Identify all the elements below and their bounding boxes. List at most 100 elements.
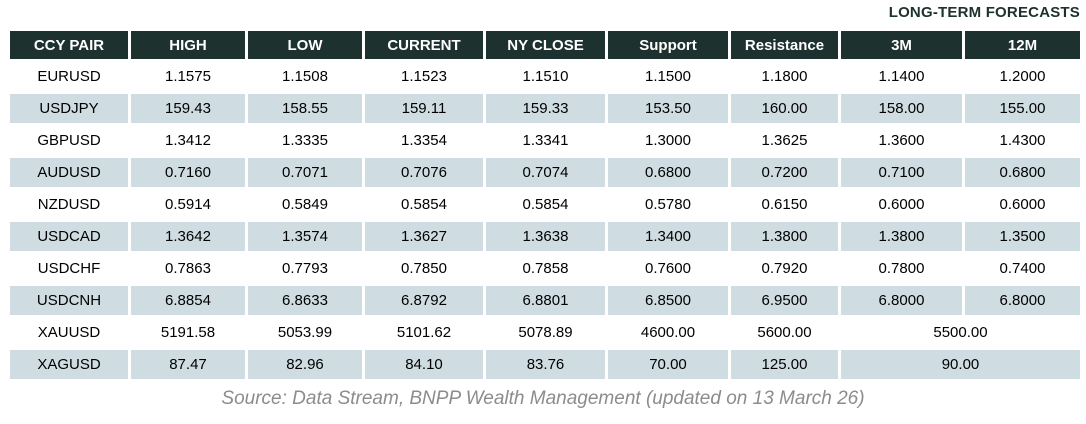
low-cell: 6.8633 — [248, 286, 362, 315]
column-header: NY CLOSE — [486, 31, 605, 59]
forecast-12m-cell: 1.2000 — [965, 62, 1080, 91]
current-cell: 0.7076 — [365, 158, 483, 187]
support-cell: 4600.00 — [608, 318, 728, 347]
resistance-cell: 0.6150 — [731, 190, 838, 219]
forecast-12m-cell: 1.4300 — [965, 126, 1080, 155]
forecast-3m-cell: 0.7800 — [841, 254, 962, 283]
resistance-cell: 6.9500 — [731, 286, 838, 315]
ccy-pair-cell: USDCAD — [10, 222, 128, 251]
ny-close-cell: 6.8801 — [486, 286, 605, 315]
forecast-12m-cell: 0.6800 — [965, 158, 1080, 187]
fx-forecast-table: CCY PAIR HIGH LOW CURRENT NY CLOSE Support Res… — [7, 28, 1083, 382]
current-cell: 159.11 — [365, 94, 483, 123]
current-cell: 1.1523 — [365, 62, 483, 91]
column-header: CURRENT — [365, 31, 483, 59]
low-cell: 82.96 — [248, 350, 362, 379]
low-cell: 1.1508 — [248, 62, 362, 91]
ccy-pair-cell: EURUSD — [10, 62, 128, 91]
ccy-pair-cell: AUDUSD — [10, 158, 128, 187]
low-cell: 1.3574 — [248, 222, 362, 251]
support-cell: 1.1500 — [608, 62, 728, 91]
header-row: CCY PAIR HIGH LOW CURRENT NY CLOSE Support Res… — [10, 31, 1080, 59]
high-cell: 1.3412 — [131, 126, 245, 155]
forecast-12m-cell: 0.6000 — [965, 190, 1080, 219]
ccy-pair-cell: USDCNH — [10, 286, 128, 315]
low-cell: 158.55 — [248, 94, 362, 123]
table-row: GBPUSD 1.3412 1.3335 1.3354 1.3341 1.3000 1.36… — [10, 126, 1080, 155]
ccy-pair-cell: GBPUSD — [10, 126, 128, 155]
low-cell: 5053.99 — [248, 318, 362, 347]
resistance-cell: 5600.00 — [731, 318, 838, 347]
ccy-pair-cell: USDCHF — [10, 254, 128, 283]
column-header: Resistance — [731, 31, 838, 59]
forecast-12m-cell: 1.3500 — [965, 222, 1080, 251]
ccy-pair-cell: NZDUSD — [10, 190, 128, 219]
resistance-cell: 125.00 — [731, 350, 838, 379]
forecast-3m-cell: 1.3600 — [841, 126, 962, 155]
high-cell: 5191.58 — [131, 318, 245, 347]
high-cell: 1.3642 — [131, 222, 245, 251]
table-row: USDCNH 6.8854 6.8633 6.8792 6.8801 6.8500 6.95… — [10, 286, 1080, 315]
forecast-3m-cell: 1.3800 — [841, 222, 962, 251]
forecast-3m-cell: 6.8000 — [841, 286, 962, 315]
forecast-3m-cell: 0.6000 — [841, 190, 962, 219]
low-cell: 0.7793 — [248, 254, 362, 283]
table-row: XAUUSD 5191.58 5053.99 5101.62 5078.89 4600.0… — [10, 318, 1080, 347]
ny-close-cell: 0.5854 — [486, 190, 605, 219]
forecast-12m-cell: 6.8000 — [965, 286, 1080, 315]
forecast-12m-cell: 0.7400 — [965, 254, 1080, 283]
resistance-cell: 160.00 — [731, 94, 838, 123]
current-cell: 1.3627 — [365, 222, 483, 251]
merged-forecast-cell: 5500.00 — [841, 318, 1080, 347]
table-row: USDCHF 0.7863 0.7793 0.7850 0.7858 0.7600 0.79… — [10, 254, 1080, 283]
current-cell: 84.10 — [365, 350, 483, 379]
long-term-forecasts-label: LONG-TERM FORECASTS — [888, 4, 1080, 21]
ccy-pair-cell: USDJPY — [10, 94, 128, 123]
ny-close-cell: 1.3341 — [486, 126, 605, 155]
support-cell: 1.3400 — [608, 222, 728, 251]
column-header: HIGH — [131, 31, 245, 59]
merged-forecast-cell: 90.00 — [841, 350, 1080, 379]
support-cell: 0.7600 — [608, 254, 728, 283]
column-header: 3M — [841, 31, 962, 59]
source-note: Source: Data Stream, BNPP Wealth Managem… — [221, 388, 865, 409]
high-cell: 87.47 — [131, 350, 245, 379]
high-cell: 1.1575 — [131, 62, 245, 91]
forecast-3m-cell: 158.00 — [841, 94, 962, 123]
support-cell: 0.6800 — [608, 158, 728, 187]
resistance-cell: 1.1800 — [731, 62, 838, 91]
ny-close-cell: 0.7858 — [486, 254, 605, 283]
support-cell: 6.8500 — [608, 286, 728, 315]
current-cell: 0.5854 — [365, 190, 483, 219]
support-cell: 1.3000 — [608, 126, 728, 155]
high-cell: 159.43 — [131, 94, 245, 123]
support-cell: 70.00 — [608, 350, 728, 379]
resistance-cell: 1.3625 — [731, 126, 838, 155]
column-header: Support — [608, 31, 728, 59]
support-cell: 0.5780 — [608, 190, 728, 219]
ny-close-cell: 0.7074 — [486, 158, 605, 187]
column-header: CCY PAIR — [10, 31, 128, 59]
high-cell: 6.8854 — [131, 286, 245, 315]
resistance-cell: 1.3800 — [731, 222, 838, 251]
current-cell: 6.8792 — [365, 286, 483, 315]
ccy-pair-cell: XAUUSD — [10, 318, 128, 347]
support-cell: 153.50 — [608, 94, 728, 123]
forecast-3m-cell: 1.1400 — [841, 62, 962, 91]
table-row: USDCAD 1.3642 1.3574 1.3627 1.3638 1.3400 1.38… — [10, 222, 1080, 251]
current-cell: 0.7850 — [365, 254, 483, 283]
high-cell: 0.7863 — [131, 254, 245, 283]
ccy-pair-cell: XAGUSD — [10, 350, 128, 379]
ny-close-cell: 159.33 — [486, 94, 605, 123]
forecast-3m-cell: 0.7100 — [841, 158, 962, 187]
resistance-cell: 0.7920 — [731, 254, 838, 283]
high-cell: 0.7160 — [131, 158, 245, 187]
forecast-12m-cell: 155.00 — [965, 94, 1080, 123]
low-cell: 1.3335 — [248, 126, 362, 155]
table-body: EURUSD 1.1575 1.1508 1.1523 1.1510 1.1500 1.18… — [10, 62, 1080, 379]
ny-close-cell: 1.3638 — [486, 222, 605, 251]
resistance-cell: 0.7200 — [731, 158, 838, 187]
table-row: AUDUSD 0.7160 0.7071 0.7076 0.7074 0.6800 0.72… — [10, 158, 1080, 187]
current-cell: 5101.62 — [365, 318, 483, 347]
ny-close-cell: 1.1510 — [486, 62, 605, 91]
